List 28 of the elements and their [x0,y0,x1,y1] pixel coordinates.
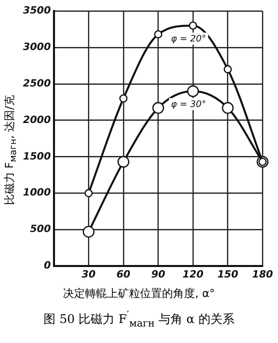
point [222,102,234,114]
y-tick-label: 0 [44,260,51,272]
x-tick-label: 60 [116,270,130,281]
point [187,85,199,98]
point [154,30,162,38]
point [118,156,130,168]
y-tick-label: 1000 [22,188,51,199]
x-tick-label: 90 [151,270,166,281]
x-tick-label: 30 [82,270,96,281]
y-tick-label: 1500 [22,151,51,162]
series-label: φ = 20° [170,34,206,45]
y-tick-label: 3000 [22,42,51,54]
point [152,102,164,114]
x-tick-label: 150 [217,270,238,281]
y-tick-label: 500 [30,224,51,236]
point [188,21,198,30]
point [82,226,95,238]
point [224,65,232,74]
x-axis-title: 决定轉輥上矿粒位置的角度, α° [62,286,216,301]
x-tick-label: 180 [252,270,274,281]
series-label: φ = 30° [170,100,206,110]
y-tick-label: 2500 [22,78,51,90]
point [84,189,93,198]
text: 图 50 比磁力 F$^{′}$$_{магн}$ 与角 α 的关系 [42,310,236,330]
x-tick-label: 120 [182,270,204,281]
point [119,94,128,103]
y-tick-label: 3500 [22,6,51,17]
y-tick-label: 2000 [22,114,51,126]
